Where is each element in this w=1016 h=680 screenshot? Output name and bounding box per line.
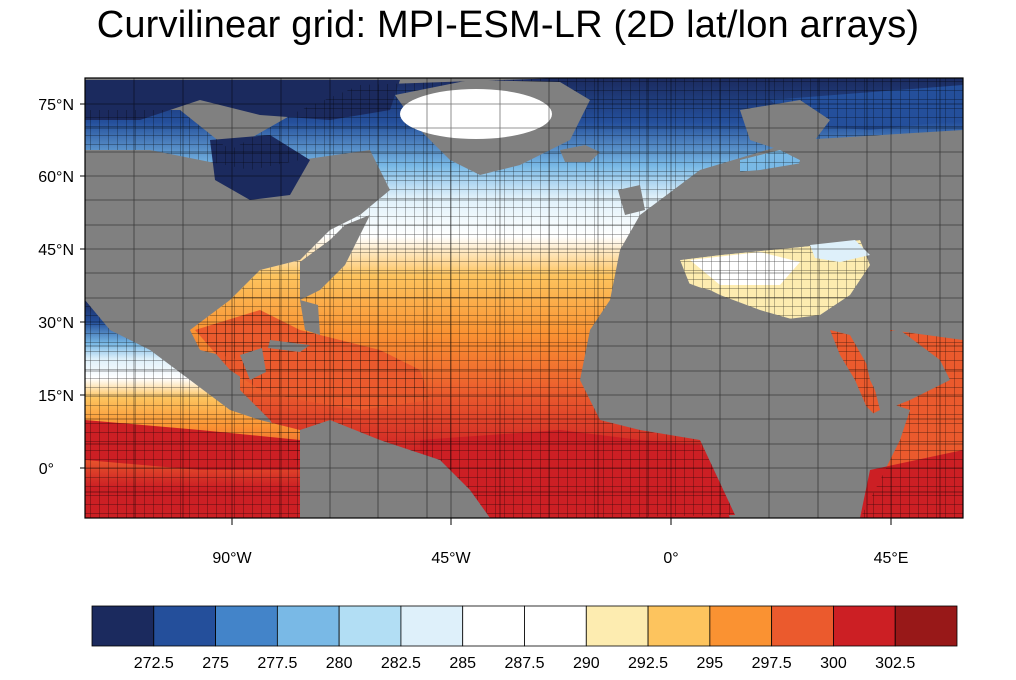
lon-label: 90°W [212, 550, 252, 567]
black-sea [810, 240, 870, 262]
colorbar-swatch [276, 605, 340, 647]
lat-label: 75°N [38, 97, 74, 114]
colorbar-swatch [833, 605, 896, 647]
lat-axis: 75°N 60°N 45°N 30°N 15°N 0° [38, 97, 85, 478]
map-panel [85, 78, 963, 518]
colorbar-swatch [709, 605, 773, 647]
colorbar-swatch [771, 605, 834, 647]
colorbar-swatch [462, 605, 525, 647]
colorbar-label: 287.5 [504, 655, 544, 672]
colorbar-swatch [524, 605, 587, 647]
colorbar-label: 300 [820, 655, 847, 672]
colorbar-label: 297.5 [752, 655, 792, 672]
colorbar-label: 272.5 [134, 655, 174, 672]
plot-title: Curvilinear grid: MPI-ESM-LR (2D lat/lon… [96, 4, 920, 46]
colorbar-label: 285 [449, 655, 476, 672]
colorbar-label: 302.5 [875, 655, 915, 672]
lon-label: 45°W [431, 550, 471, 567]
colorbar-label: 295 [697, 655, 724, 672]
lat-label: 30°N [38, 315, 74, 332]
colorbar-label: 277.5 [257, 655, 297, 672]
graticule [85, 78, 963, 518]
colorbar-swatch [215, 605, 278, 647]
colorbar-label: 292.5 [628, 655, 668, 672]
lat-label: 15°N [38, 388, 74, 405]
colorbar-swatch [338, 605, 402, 647]
colorbar-swatch [894, 605, 958, 647]
lon-label: 0° [663, 550, 678, 567]
missing-data-region [400, 89, 552, 139]
lat-label: 0° [39, 461, 54, 478]
colorbar-swatch [400, 605, 464, 647]
lon-label: 45°E [874, 550, 909, 567]
colorbar-swatch [91, 605, 155, 647]
colorbar-label: 282.5 [381, 655, 421, 672]
colorbar-label: 275 [202, 655, 229, 672]
lat-label: 60°N [38, 169, 74, 186]
lon-axis: 90°W 45°W 0° 45°E [212, 518, 908, 567]
colorbar-swatch [585, 605, 649, 647]
colorbar-label: 280 [326, 655, 353, 672]
lat-label: 45°N [38, 242, 74, 259]
colorbar: 272.5 275 277.5 280 282.5 285 287.5 290 292.5 295… [91, 605, 958, 672]
map-frame [84, 77, 964, 519]
colorbar-label: 290 [573, 655, 600, 672]
colorbar-swatch [647, 605, 711, 647]
colorbar-swatch [153, 605, 216, 647]
